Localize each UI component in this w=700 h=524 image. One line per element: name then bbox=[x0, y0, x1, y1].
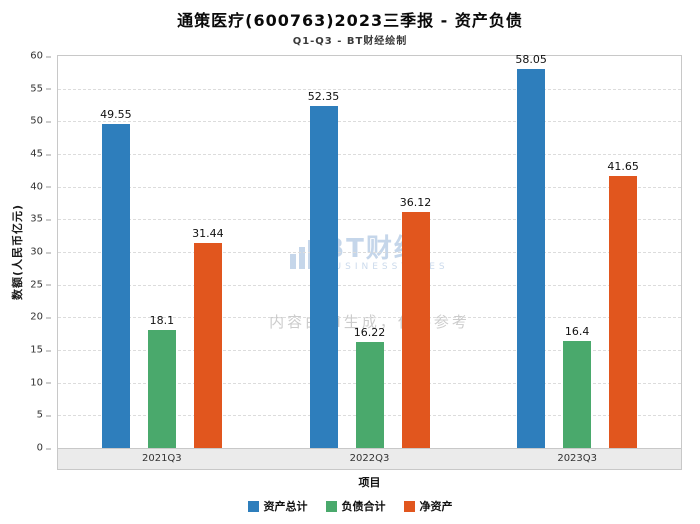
legend-item: 资产总计 bbox=[247, 498, 308, 514]
grid-line bbox=[58, 219, 681, 221]
grid-line bbox=[58, 317, 681, 319]
y-tick-label: 0 bbox=[36, 442, 52, 454]
legend-item: 净资产 bbox=[403, 498, 453, 514]
y-tick-label: 45 bbox=[30, 148, 51, 160]
y-axis: 0 5 10 15 20 25 30 35 40 45 50 55 60 bbox=[0, 51, 52, 454]
y-tick-label: 5 bbox=[36, 409, 52, 421]
bar: 49.55 bbox=[100, 108, 132, 448]
y-tick-label: 10 bbox=[30, 377, 51, 389]
y-tick-label: 40 bbox=[30, 181, 51, 193]
y-tick-label: 15 bbox=[30, 344, 51, 356]
bar: 58.05 bbox=[515, 53, 547, 448]
watermark-logo-name: BT财经 bbox=[324, 234, 422, 264]
bar-value-label: 52.35 bbox=[307, 89, 340, 103]
y-tick-label: 30 bbox=[30, 246, 51, 258]
y-tick-label: 60 bbox=[30, 50, 51, 62]
bar: 16.4 bbox=[563, 325, 592, 448]
grid-line bbox=[58, 154, 681, 155]
chart-title: 通策医疗(600763)2023三季报 - 资产负债 bbox=[177, 11, 523, 30]
watermark-logo: BT财经 BUSINESSTIMES bbox=[58, 234, 681, 273]
bar: 41.65 bbox=[607, 160, 639, 448]
grid-line bbox=[58, 121, 681, 123]
watermark-logo-text-block: BT财经 BUSINESSTIMES bbox=[324, 234, 449, 273]
legend-label: 净资产 bbox=[419, 500, 453, 513]
y-tick-label: 35 bbox=[30, 213, 51, 225]
legend-label: 资产总计 bbox=[263, 500, 308, 513]
bar-value-label: 16.22 bbox=[353, 326, 386, 340]
y-tick-label: 55 bbox=[30, 83, 51, 95]
bar: 16.22 bbox=[354, 326, 385, 448]
watermark-logo-subtext: BUSINESSTIMES bbox=[324, 262, 449, 273]
legend-item: 负债合计 bbox=[325, 498, 386, 514]
grid-line bbox=[58, 88, 681, 90]
legend: 资产总计 负债合计 净资产 bbox=[0, 498, 700, 514]
bar-value-label: 31.44 bbox=[192, 226, 224, 240]
x-tick-label: 2022Q3 bbox=[349, 453, 390, 464]
x-axis-label: 项目 bbox=[358, 476, 381, 489]
bar-value-label: 49.55 bbox=[100, 108, 132, 122]
bar: 31.44 bbox=[192, 227, 224, 448]
bar-value-label: 58.05 bbox=[515, 52, 547, 66]
chart-subtitle: Q1-Q3 - BT财经绘制 bbox=[292, 36, 408, 47]
grid-line bbox=[58, 284, 681, 286]
bar-value-label: 41.65 bbox=[607, 159, 639, 173]
grid-line bbox=[58, 252, 681, 253]
y-tick-label: 25 bbox=[30, 279, 51, 291]
x-tick-label: 2023Q3 bbox=[557, 453, 598, 464]
bar: 18.1 bbox=[147, 314, 176, 448]
legend-marker bbox=[403, 500, 415, 512]
plot-area: BT财经 BUSINESSTIMES 内容由AI生成，仅供参考 49.55 18.… bbox=[57, 53, 682, 449]
legend-label: 负债合计 bbox=[341, 500, 386, 513]
legend-marker bbox=[325, 500, 337, 512]
y-tick-label: 50 bbox=[30, 115, 51, 127]
y-tick-label: 20 bbox=[30, 311, 51, 323]
bar: 36.12 bbox=[400, 196, 431, 448]
grid-line bbox=[58, 186, 681, 188]
bar: 52.35 bbox=[308, 90, 339, 448]
x-tick-label: 2021Q3 bbox=[141, 453, 182, 464]
bar-value-label: 36.12 bbox=[399, 196, 432, 210]
bar-value-label: 18.1 bbox=[149, 313, 175, 327]
x-axis: 2021Q3 2022Q3 2023Q3 bbox=[57, 449, 682, 470]
bar-value-label: 16.4 bbox=[564, 324, 590, 338]
legend-marker bbox=[247, 500, 259, 512]
